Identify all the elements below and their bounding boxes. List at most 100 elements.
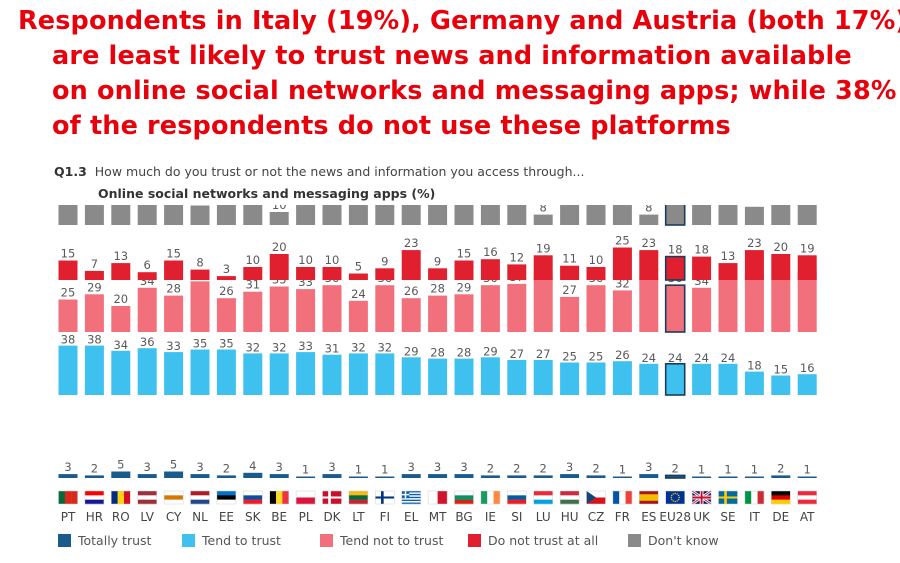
bar-segment bbox=[612, 247, 632, 280]
data-label: 18 bbox=[668, 243, 683, 257]
bar-segment bbox=[190, 474, 210, 478]
bar-segment bbox=[718, 363, 738, 395]
bar-segment bbox=[454, 294, 474, 332]
country-column: 116471917AT bbox=[797, 205, 817, 524]
category-label: AT bbox=[800, 510, 815, 524]
bar-segment bbox=[428, 205, 448, 225]
legend-label: Totally trust bbox=[78, 533, 152, 548]
data-label: 25 bbox=[61, 286, 76, 300]
data-label: 16 bbox=[483, 245, 498, 259]
country-column: 328291525BG bbox=[454, 205, 474, 524]
data-label: 14 bbox=[747, 205, 762, 207]
data-label: 9 bbox=[434, 254, 441, 268]
bar-segment bbox=[296, 205, 316, 225]
legend-label: Don't know bbox=[648, 533, 719, 548]
legend-swatch bbox=[58, 534, 71, 547]
bar-segment bbox=[560, 205, 580, 225]
bar-segment bbox=[84, 345, 104, 395]
bar-segment bbox=[190, 281, 210, 332]
data-label: 10 bbox=[298, 253, 313, 267]
legend-item: Don't know bbox=[628, 533, 719, 548]
bar-segment bbox=[269, 353, 289, 395]
bar-segment bbox=[771, 205, 791, 225]
data-label: 15 bbox=[193, 205, 208, 206]
flag-icon bbox=[216, 490, 237, 505]
country-column: 13236922FI bbox=[375, 205, 395, 524]
data-label: 26 bbox=[404, 284, 419, 298]
bar-segment bbox=[269, 286, 289, 332]
bar-segment bbox=[428, 474, 448, 478]
bar-segment bbox=[348, 205, 368, 225]
flag-icon bbox=[375, 490, 395, 505]
data-label: 5 bbox=[117, 458, 124, 472]
data-label: 15 bbox=[457, 247, 472, 261]
data-label: 8 bbox=[645, 205, 652, 215]
bar-segment bbox=[216, 298, 236, 332]
data-label: 1 bbox=[355, 463, 362, 477]
flag-icon bbox=[137, 490, 157, 505]
country-column: 124341823UK bbox=[691, 205, 712, 524]
data-label: 28 bbox=[166, 282, 181, 296]
flag-icon bbox=[58, 490, 78, 505]
bar-segment bbox=[718, 263, 738, 280]
bar-segment bbox=[58, 299, 78, 332]
legend-item: Totally trust bbox=[58, 533, 151, 548]
legend-item: Tend to trust bbox=[182, 533, 281, 548]
country-column: 329262319EL bbox=[401, 205, 421, 524]
data-label: 20 bbox=[272, 240, 287, 254]
country-column: 224361820EU28 bbox=[659, 205, 691, 524]
data-label: 10 bbox=[245, 253, 260, 267]
question-number: Q1.3 bbox=[54, 164, 87, 179]
bar-segment bbox=[375, 285, 395, 332]
bar-segment bbox=[190, 205, 210, 225]
flag-icon bbox=[427, 490, 448, 505]
data-label: 10 bbox=[589, 253, 604, 267]
data-label: 3 bbox=[223, 262, 230, 276]
bar-segment bbox=[428, 358, 448, 395]
data-label: 3 bbox=[276, 460, 283, 474]
bar-segment bbox=[84, 294, 104, 332]
data-label: 24 bbox=[668, 351, 683, 365]
category-label: SI bbox=[511, 510, 522, 524]
data-label: 15 bbox=[61, 247, 76, 261]
data-label: 33 bbox=[166, 339, 181, 353]
data-label: 32 bbox=[245, 340, 260, 354]
flag-icon bbox=[111, 490, 131, 505]
bar-segment bbox=[744, 274, 764, 332]
category-label: ES bbox=[641, 510, 656, 524]
bar-segment bbox=[348, 353, 368, 395]
flag-icon bbox=[665, 490, 685, 505]
data-label: 2 bbox=[487, 461, 494, 475]
bar-segment bbox=[401, 474, 421, 478]
data-label: 1 bbox=[302, 463, 309, 477]
bar-segment bbox=[507, 205, 527, 225]
flag-icon bbox=[269, 490, 289, 505]
headline-line: are least likely to trust news and infor… bbox=[52, 41, 852, 71]
bar-segment bbox=[560, 474, 580, 478]
flag-icon bbox=[454, 490, 474, 505]
bar-segment bbox=[797, 205, 817, 225]
flag-icon bbox=[744, 490, 765, 505]
data-label: 24 bbox=[721, 351, 736, 365]
data-label: 28 bbox=[430, 346, 445, 360]
category-label: NL bbox=[192, 510, 208, 524]
data-label: 31 bbox=[245, 278, 260, 292]
bar-segment bbox=[797, 374, 817, 395]
category-label: SK bbox=[245, 510, 262, 524]
bar-segment bbox=[664, 255, 686, 281]
data-label: 27 bbox=[536, 347, 551, 361]
bar-segment bbox=[507, 359, 527, 395]
flag-icon bbox=[163, 490, 184, 505]
bar-segment bbox=[269, 474, 289, 478]
legend-label: Tend not to trust bbox=[340, 533, 444, 548]
category-label: BE bbox=[271, 510, 287, 524]
data-label: 27 bbox=[562, 283, 577, 297]
bar-segment bbox=[111, 471, 131, 478]
country-column: 325271134HU bbox=[559, 205, 580, 524]
bar-segment bbox=[322, 267, 342, 280]
country-column: 229361617IE bbox=[480, 205, 501, 524]
bar-segment bbox=[480, 475, 500, 478]
bar-segment bbox=[348, 273, 368, 280]
bar-segment bbox=[744, 250, 764, 280]
data-label: 2 bbox=[592, 461, 599, 475]
